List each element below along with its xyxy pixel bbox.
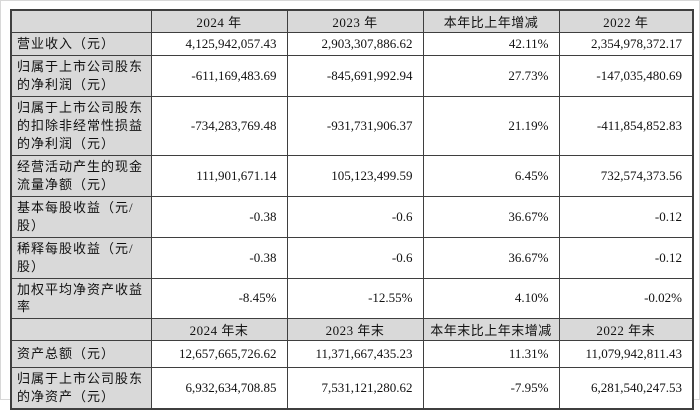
value-cell: -0.6 (286, 195, 424, 238)
value-cell: 6,281,540,247.53 (558, 367, 694, 410)
value-cell: 6,932,634,708.85 (150, 367, 288, 410)
value-cell: -611,169,483.69 (150, 54, 288, 97)
value-cell: 11,079,942,811.43 (558, 340, 694, 369)
column-header-yoy-change: 本年比上年增减 (422, 9, 560, 33)
value-cell: -0.12 (558, 195, 694, 238)
value-cell: -0.38 (150, 195, 288, 238)
value-cell: 36.67% (422, 195, 560, 238)
row-label: 加权平均净资产收益率 (10, 277, 152, 320)
row-label: 资产总额（元） (10, 340, 152, 369)
value-cell: -734,283,769.48 (150, 95, 288, 156)
table-row-weighted-avg-roe: 加权平均净资产收益率 -8.45% -12.55% 4.10% -0.02% (10, 277, 694, 320)
column-header-2024: 2024 年 (150, 9, 288, 33)
value-cell: 36.67% (422, 236, 560, 279)
value-cell: 105,123,499.59 (286, 154, 424, 197)
table-row-diluted-eps: 稀释每股收益（元/股） -0.38 -0.6 36.67% -0.12 (10, 236, 694, 279)
table-row-total-assets: 资产总额（元） 12,657,665,726.62 11,371,667,435… (10, 340, 694, 369)
corner-cell (10, 9, 152, 33)
row-label: 归属于上市公司股东的扣除非经常性损益的净利润（元） (10, 95, 152, 156)
value-cell: 7,531,121,280.62 (286, 367, 424, 410)
column-header-2022: 2022 年 (558, 9, 694, 33)
column-header-end-yoy-change: 本年末比上年末增减 (422, 318, 560, 342)
value-cell: 111,901,671.14 (150, 154, 288, 197)
value-cell: -147,035,480.69 (558, 54, 694, 97)
corner-cell (10, 318, 152, 342)
column-header-2023-end: 2023 年末 (286, 318, 424, 342)
row-label: 基本每股收益（元/股） (10, 195, 152, 238)
value-cell: -845,691,992.94 (286, 54, 424, 97)
value-cell: 2,354,978,372.17 (558, 32, 694, 56)
value-cell: 12,657,665,726.62 (150, 340, 288, 369)
value-cell: 4,125,942,057.43 (150, 32, 288, 56)
value-cell: 2,903,307,886.62 (286, 32, 424, 56)
row-label: 稀释每股收益（元/股） (10, 236, 152, 279)
value-cell: -12.55% (286, 277, 424, 320)
period-end-header-row: 2024 年末 2023 年末 本年末比上年末增减 2022 年末 (10, 318, 694, 342)
financial-summary-table: 2024 年 2023 年 本年比上年增减 2022 年 营业收入（元） 4,1… (10, 9, 694, 410)
table-row-net-profit: 归属于上市公司股东的净利润（元） -611,169,483.69 -845,69… (10, 54, 694, 97)
row-label: 营业收入（元） (10, 32, 152, 56)
value-cell: -0.38 (150, 236, 288, 279)
value-cell: -0.6 (286, 236, 424, 279)
table-row-net-profit-excl-nonrecurring: 归属于上市公司股东的扣除非经常性损益的净利润（元） -734,283,769.4… (10, 95, 694, 156)
value-cell: -931,731,906.37 (286, 95, 424, 156)
value-cell: 27.73% (422, 54, 560, 97)
value-cell: -0.12 (558, 236, 694, 279)
column-header-2023: 2023 年 (286, 9, 424, 33)
value-cell: 6.45% (422, 154, 560, 197)
value-cell: -7.95% (422, 367, 560, 410)
value-cell: 11.31% (422, 340, 560, 369)
table-row-basic-eps: 基本每股收益（元/股） -0.38 -0.6 36.67% -0.12 (10, 195, 694, 238)
value-cell: 42.11% (422, 32, 560, 56)
table-row-revenue: 营业收入（元） 4,125,942,057.43 2,903,307,886.6… (10, 32, 694, 56)
row-label: 经营活动产生的现金流量净额（元） (10, 154, 152, 197)
value-cell: 11,371,667,435.23 (286, 340, 424, 369)
column-header-2022-end: 2022 年末 (558, 318, 694, 342)
row-label: 归属于上市公司股东的净资产（元） (10, 367, 152, 410)
column-header-2024-end: 2024 年末 (150, 318, 288, 342)
value-cell: 21.19% (422, 95, 560, 156)
table-row-net-assets: 归属于上市公司股东的净资产（元） 6,932,634,708.85 7,531,… (10, 367, 694, 410)
value-cell: 732,574,373.56 (558, 154, 694, 197)
value-cell: -8.45% (150, 277, 288, 320)
value-cell: 4.10% (422, 277, 560, 320)
value-cell: -0.02% (558, 277, 694, 320)
value-cell: -411,854,852.83 (558, 95, 694, 156)
annual-header-row: 2024 年 2023 年 本年比上年增减 2022 年 (10, 9, 694, 33)
row-label: 归属于上市公司股东的净利润（元） (10, 54, 152, 97)
table-row-operating-cash-flow: 经营活动产生的现金流量净额（元） 111,901,671.14 105,123,… (10, 154, 694, 197)
